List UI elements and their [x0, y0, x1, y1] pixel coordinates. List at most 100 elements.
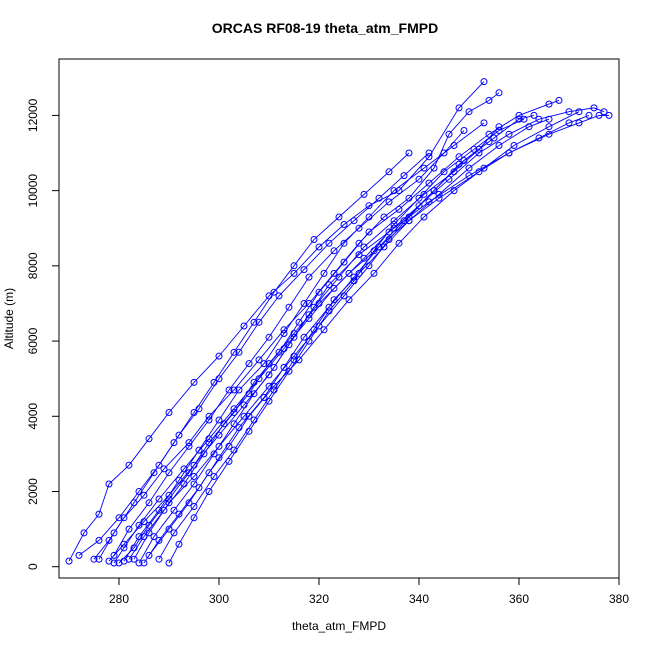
data-point: [150, 469, 158, 477]
series-line: [93, 92, 500, 560]
x-axis-label: theta_atm_FMPD: [292, 619, 386, 633]
data-point: [415, 194, 423, 202]
data-point: [305, 273, 313, 281]
series-line: [113, 107, 605, 564]
data-point: [335, 273, 343, 281]
data-point: [505, 149, 513, 157]
data-point: [205, 435, 213, 443]
data-point: [415, 175, 423, 183]
data-point: [475, 149, 483, 157]
series-4: [115, 96, 563, 567]
data-point: [315, 243, 323, 251]
series-line: [113, 130, 465, 556]
data-point: [210, 450, 218, 458]
data-point: [295, 356, 303, 364]
data-point: [265, 397, 273, 405]
data-point: [95, 510, 103, 518]
series-13: [95, 149, 413, 563]
series-11: [120, 119, 488, 565]
data-point: [465, 108, 473, 116]
data-point: [435, 190, 443, 198]
data-point: [495, 123, 503, 131]
data-point: [470, 145, 478, 153]
series-line: [98, 152, 410, 560]
data-point: [475, 168, 483, 176]
data-point: [385, 236, 393, 243]
data-point: [440, 149, 448, 157]
data-point: [175, 476, 183, 484]
data-point: [265, 382, 273, 390]
data-point: [355, 251, 363, 259]
data-point: [495, 89, 503, 97]
data-point: [345, 269, 353, 277]
data-point: [270, 288, 278, 296]
data-point: [175, 540, 183, 548]
data-point: [565, 119, 573, 127]
data-point: [505, 130, 513, 138]
data-point: [480, 164, 488, 172]
data-point: [120, 557, 128, 565]
data-point: [145, 551, 153, 559]
data-point: [330, 269, 338, 277]
data-point: [160, 465, 168, 473]
data-point: [575, 119, 583, 127]
data-point: [90, 555, 98, 563]
data-point: [205, 416, 213, 424]
data-point: [445, 175, 453, 183]
series-line: [118, 99, 560, 564]
data-point: [190, 514, 198, 522]
x-tick-label: 280: [109, 592, 129, 606]
data-point: [330, 296, 338, 304]
series-2: [90, 89, 503, 563]
data-point: [170, 439, 178, 447]
data-point: [280, 330, 288, 337]
data-point: [515, 115, 523, 123]
data-point: [355, 224, 363, 232]
series-15: [110, 104, 608, 567]
data-point: [330, 247, 338, 255]
data-point: [340, 258, 348, 266]
x-tick-label: 360: [509, 592, 529, 606]
data-point: [485, 138, 493, 146]
data-point: [160, 506, 168, 514]
data-point: [575, 108, 583, 116]
data-point: [330, 284, 338, 292]
data-point: [255, 356, 263, 364]
y-axis-label: Altitude (m): [2, 288, 16, 349]
data-point: [455, 153, 463, 161]
series-6: [140, 111, 538, 567]
data-point: [255, 318, 263, 326]
data-point: [595, 111, 603, 119]
data-point: [365, 262, 373, 270]
data-point: [190, 473, 198, 480]
data-point: [140, 559, 148, 567]
data-point: [400, 172, 408, 180]
data-point: [65, 557, 73, 565]
data-point: [195, 446, 203, 454]
series-line: [148, 111, 580, 556]
data-point: [190, 378, 198, 386]
data-point: [290, 269, 298, 277]
data-point: [510, 142, 518, 149]
data-point: [430, 187, 438, 195]
data-point: [300, 333, 308, 341]
data-point: [150, 533, 158, 541]
plot-frame: [58, 58, 620, 579]
data-point: [200, 450, 208, 458]
data-point: [605, 111, 613, 119]
data-point: [165, 499, 173, 507]
series-line: [133, 141, 490, 560]
data-point: [345, 296, 353, 304]
data-point: [415, 202, 423, 210]
data-point: [230, 348, 238, 356]
data-point: [350, 217, 358, 225]
data-point: [165, 559, 173, 567]
data-point: [355, 239, 363, 247]
data-point: [225, 457, 233, 465]
data-point: [285, 303, 293, 311]
y-axis: 0 2000 4000 6000 8000 10000 12000: [26, 98, 60, 570]
data-point: [195, 484, 203, 492]
series-line: [68, 81, 485, 562]
series-16: [130, 138, 493, 563]
data-point: [185, 442, 193, 450]
